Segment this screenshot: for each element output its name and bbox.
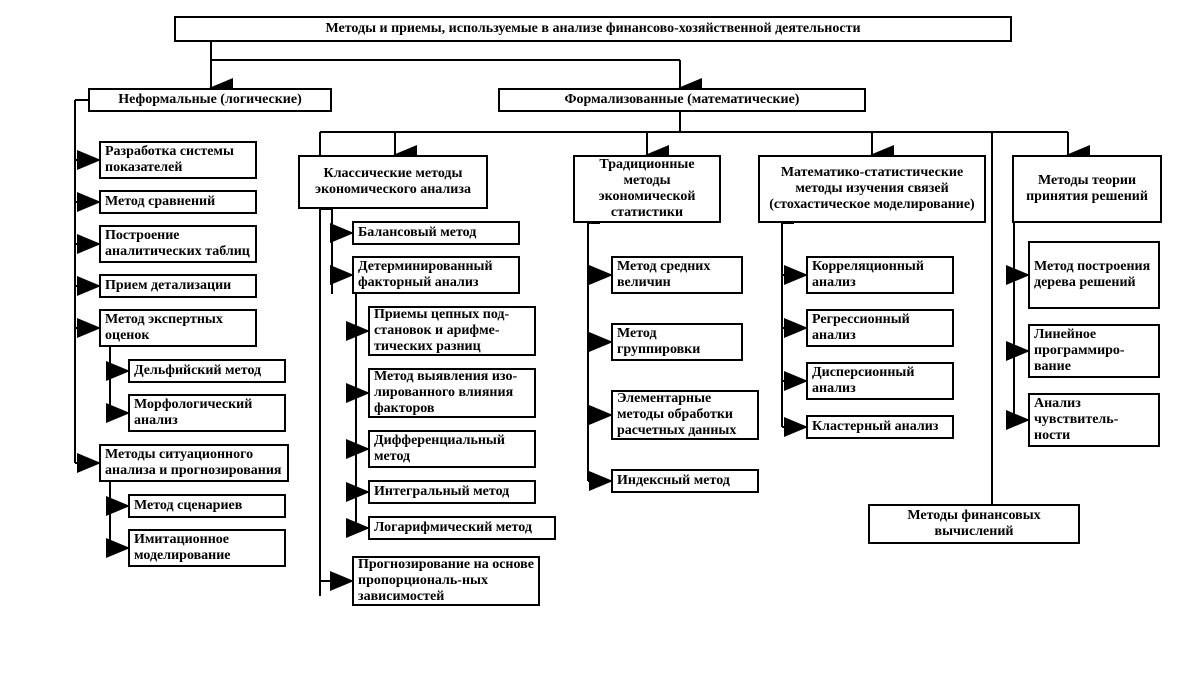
node-f_A: Классические методы экономического анали… [298, 155, 488, 209]
node-f_B3: Элементарные методы обработки расчетных … [611, 390, 759, 440]
node-inf_5: Метод экспертных оценок [99, 309, 257, 347]
node-label: Детерминированный факторный анализ [358, 259, 514, 291]
node-label: Дифференциальный метод [374, 433, 530, 465]
node-label: Прием детализации [105, 278, 231, 294]
node-f_B: Традиционные методы экономической статис… [573, 155, 721, 223]
node-f_B2: Метод группировки [611, 323, 743, 361]
node-inf_2: Метод сравнений [99, 190, 257, 214]
node-f_C3: Дисперсионный анализ [806, 362, 954, 400]
node-label: Имитационное моделирование [134, 532, 280, 564]
node-root: Методы и приемы, используемые в анализе … [174, 16, 1012, 42]
node-label: Формализованные (математические) [565, 92, 800, 108]
node-n_inf: Неформальные (логические) [88, 88, 332, 112]
node-label: Кластерный анализ [812, 419, 938, 435]
node-f_A2e: Логарифмический метод [368, 516, 556, 540]
node-label: Метод группировки [617, 326, 737, 358]
node-inf_1: Разработка системы показателей [99, 141, 257, 179]
node-inf_3: Построение аналитических таблиц [99, 225, 257, 263]
node-label: Анализ чувствитель-ности [1034, 396, 1154, 444]
node-inf_5a: Дельфийский метод [128, 359, 286, 383]
node-f_D3: Анализ чувствитель-ности [1028, 393, 1160, 447]
node-label: Традиционные методы экономической статис… [579, 157, 715, 221]
node-label: Дисперсионный анализ [812, 365, 948, 397]
node-inf_6: Методы ситуационного анализа и прогнозир… [99, 444, 289, 482]
node-label: Метод построения дерева решений [1034, 259, 1154, 291]
node-f_A3: Прогнозирование на основе пропорциональ-… [352, 556, 540, 606]
node-label: Метод экспертных оценок [105, 312, 251, 344]
node-label: Морфологический анализ [134, 397, 280, 429]
node-label: Балансовый метод [358, 225, 476, 241]
node-label: Построение аналитических таблиц [105, 228, 251, 260]
node-f_D: Методы теории принятия решений [1012, 155, 1162, 223]
node-label: Метод сравнений [105, 194, 215, 210]
node-inf_5b: Морфологический анализ [128, 394, 286, 432]
node-label: Методы теории принятия решений [1018, 173, 1156, 205]
node-label: Логарифмический метод [374, 520, 532, 536]
node-label: Прогнозирование на основе пропорциональ-… [358, 557, 534, 605]
node-label: Приемы цепных под-становок и арифме-тиче… [374, 307, 530, 355]
node-label: Методы финансовых вычислений [874, 508, 1074, 540]
node-label: Регрессионный анализ [812, 312, 948, 344]
node-label: Линейное программиро-вание [1034, 327, 1154, 375]
node-label: Интегральный метод [374, 484, 509, 500]
node-n_form: Формализованные (математические) [498, 88, 866, 112]
node-label: Метод сценариев [134, 498, 242, 514]
node-f_C1: Корреляционный анализ [806, 256, 954, 294]
node-inf_4: Прием детализации [99, 274, 257, 298]
node-f_C2: Регрессионный анализ [806, 309, 954, 347]
node-label: Дельфийский метод [134, 363, 261, 379]
node-f_A2d: Интегральный метод [368, 480, 536, 504]
node-label: Метод средних величин [617, 259, 737, 291]
node-label: Классические методы экономического анали… [304, 166, 482, 198]
node-label: Элементарные методы обработки расчетных … [617, 391, 753, 439]
node-f_A1: Балансовый метод [352, 221, 520, 245]
node-f_B1: Метод средних величин [611, 256, 743, 294]
diagram-stage: Методы и приемы, используемые в анализе … [0, 0, 1188, 697]
node-f_A2c: Дифференциальный метод [368, 430, 536, 468]
node-f_A2: Детерминированный факторный анализ [352, 256, 520, 294]
node-label: Неформальные (логические) [118, 92, 302, 108]
node-f_C: Математико-статистические методы изучени… [758, 155, 986, 223]
node-label: Разработка системы показателей [105, 144, 251, 176]
node-label: Методы и приемы, используемые в анализе … [325, 21, 860, 37]
node-label: Математико-статистические методы изучени… [764, 165, 980, 213]
node-f_E: Методы финансовых вычислений [868, 504, 1080, 544]
node-label: Корреляционный анализ [812, 259, 948, 291]
node-inf_6b: Имитационное моделирование [128, 529, 286, 567]
node-f_D2: Линейное программиро-вание [1028, 324, 1160, 378]
node-f_A2b: Метод выявления изо-лированного влияния … [368, 368, 536, 418]
node-f_A2a: Приемы цепных под-становок и арифме-тиче… [368, 306, 536, 356]
node-f_B4: Индексный метод [611, 469, 759, 493]
node-inf_6a: Метод сценариев [128, 494, 286, 518]
node-f_D1: Метод построения дерева решений [1028, 241, 1160, 309]
node-label: Индексный метод [617, 473, 730, 489]
node-f_C4: Кластерный анализ [806, 415, 954, 439]
node-label: Метод выявления изо-лированного влияния … [374, 369, 530, 417]
node-label: Методы ситуационного анализа и прогнозир… [105, 447, 283, 479]
